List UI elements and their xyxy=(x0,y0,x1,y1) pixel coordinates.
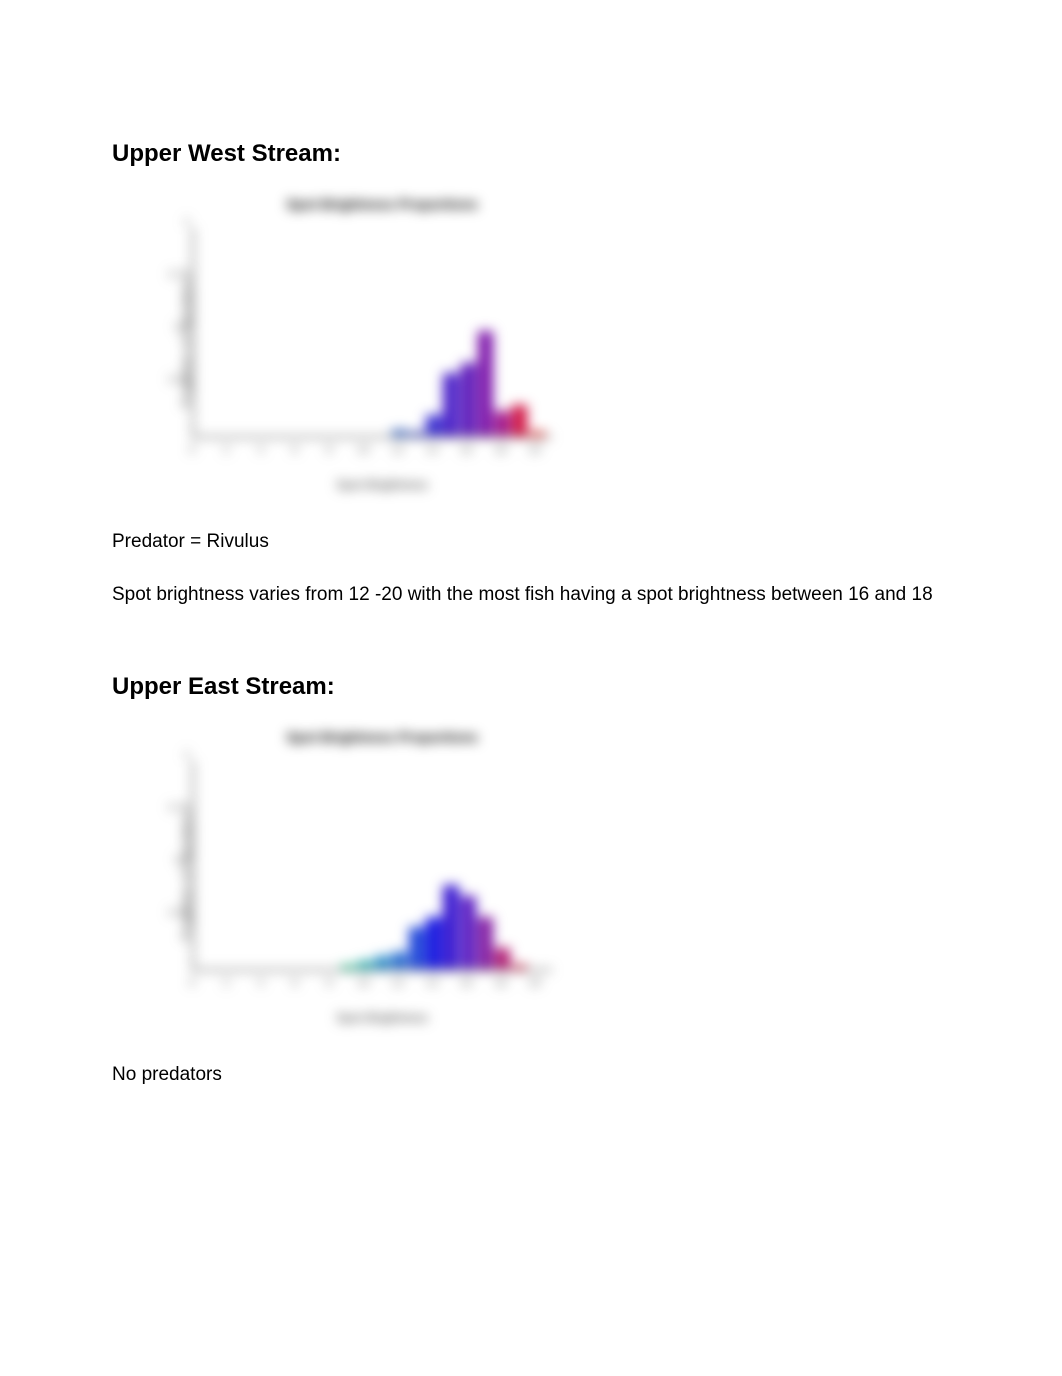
section-heading-upper-west: Upper West Stream: xyxy=(112,140,950,168)
x-tick-label: 4 xyxy=(258,977,264,989)
x-tick-label: 16 xyxy=(460,977,472,989)
bar xyxy=(392,952,407,969)
y-tick-label: 1 xyxy=(152,216,190,228)
y-tick-label: 0.75 xyxy=(152,802,190,814)
chart-title: Spot Brightness Proportions xyxy=(192,196,572,212)
y-tick-label: 0.75 xyxy=(152,269,190,281)
y-tick-label: 0.25 xyxy=(152,907,190,919)
x-tick-label: 2 xyxy=(223,977,229,989)
chart-title: Spot Brightness Proportions xyxy=(192,729,572,745)
x-tick-label: 10 xyxy=(357,977,369,989)
x-tick-label: 8 xyxy=(326,977,332,989)
bar xyxy=(495,411,510,436)
x-tick-label: 18 xyxy=(494,977,506,989)
bar xyxy=(529,432,544,436)
bar xyxy=(478,331,493,436)
x-tick-label: 0 xyxy=(189,977,195,989)
bar xyxy=(341,965,356,969)
plot-area xyxy=(192,761,552,971)
bar xyxy=(409,927,424,969)
y-ticks: 0.250.50.751 xyxy=(152,761,190,971)
bar xyxy=(426,917,441,970)
x-tick-label: 12 xyxy=(392,444,404,456)
bar xyxy=(443,373,458,436)
predator-text: No predators xyxy=(112,1061,950,1090)
x-tick-label: 10 xyxy=(357,444,369,456)
x-tick-label: 6 xyxy=(292,977,298,989)
x-tick-label: 20 xyxy=(529,444,541,456)
x-tick-label: 0 xyxy=(189,444,195,456)
x-tick-label: 18 xyxy=(494,444,506,456)
bar xyxy=(512,965,527,969)
x-ticks: 0 2 4 6 8 10 12 14 16 18 20 xyxy=(192,440,552,460)
x-tick-label: 14 xyxy=(426,444,438,456)
bar xyxy=(461,896,476,970)
x-tick-label: 12 xyxy=(392,977,404,989)
bar xyxy=(358,961,373,969)
description-text: Spot brightness varies from 12 -20 with … xyxy=(112,581,950,610)
y-ticks: 0.250.50.751 xyxy=(152,228,190,438)
predator-text: Predator = Rivulus xyxy=(112,528,950,557)
bar xyxy=(426,415,441,436)
bar xyxy=(495,948,510,969)
section-heading-upper-east: Upper East Stream: xyxy=(112,673,950,701)
y-tick-label: 0.25 xyxy=(152,374,190,386)
bar xyxy=(409,432,424,436)
x-axis-label: Spot Brightness xyxy=(192,1010,572,1025)
x-tick-label: 8 xyxy=(326,444,332,456)
x-tick-label: 16 xyxy=(460,444,472,456)
chart-upper-west: Spot Brightness Proportions Proportion o… xyxy=(112,188,572,498)
x-tick-label: 14 xyxy=(426,977,438,989)
x-tick-label: 4 xyxy=(258,444,264,456)
bar xyxy=(461,363,476,437)
bar xyxy=(478,917,493,970)
bar xyxy=(512,405,527,437)
x-tick-label: 6 xyxy=(292,444,298,456)
y-tick-label: 1 xyxy=(152,749,190,761)
x-axis-label: Spot Brightness xyxy=(192,477,572,492)
x-tick-label: 20 xyxy=(529,977,541,989)
bar xyxy=(392,430,407,436)
y-tick-label: 0.5 xyxy=(152,321,190,333)
plot-area xyxy=(192,228,552,438)
bar xyxy=(443,885,458,969)
x-ticks: 0 2 4 6 8 10 12 14 16 18 20 xyxy=(192,973,552,993)
y-tick-label: 0.5 xyxy=(152,854,190,866)
bar xyxy=(375,956,390,969)
chart-upper-east: Spot Brightness Proportions Proportion o… xyxy=(112,721,572,1031)
x-tick-label: 2 xyxy=(223,444,229,456)
